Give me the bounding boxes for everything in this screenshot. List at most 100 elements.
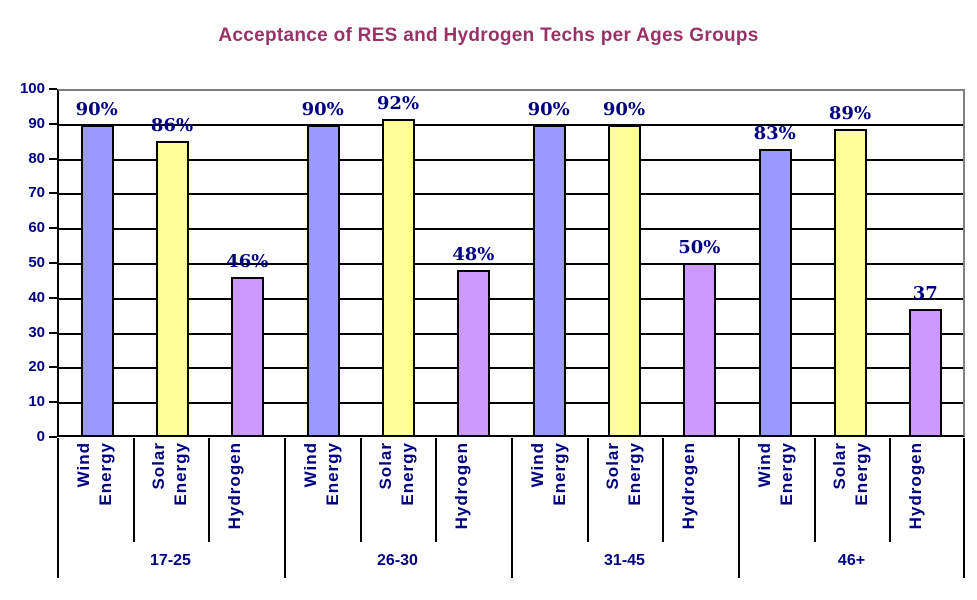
category-label: Hydrogen — [452, 442, 472, 530]
category-separator — [586, 438, 589, 542]
category-label: Hydrogen — [906, 442, 926, 530]
y-axis-label-60: 60 — [28, 219, 45, 237]
category-label: Hydrogen — [225, 442, 245, 530]
y-axis-tick-80 — [49, 157, 57, 160]
y-axis-label-90: 90 — [28, 114, 45, 132]
bar-slot-wind-energy-31-45: 90% — [511, 91, 586, 435]
group-separator — [284, 438, 286, 578]
y-axis-tick-30 — [49, 331, 57, 334]
group-label-46-: 46+ — [837, 552, 866, 569]
gridline-30 — [59, 332, 963, 335]
category-cell-hydrogen-17-25: Hydrogen — [208, 438, 284, 558]
bar-value-label: 86% — [150, 114, 194, 136]
group-separator — [57, 438, 59, 578]
bar-hydrogen-46- — [909, 309, 943, 435]
gridline-90 — [59, 123, 963, 126]
bar-slot-solar-energy-31-45: 90% — [586, 91, 661, 435]
bar-wind-energy-31-45 — [532, 125, 566, 435]
category-cell-solar-energy-17-25: Solar Energy — [133, 438, 209, 558]
bar-value-label: 48% — [452, 243, 495, 265]
y-axis-tick-0 — [49, 436, 57, 438]
category-separator — [132, 438, 135, 542]
gridline-60 — [59, 228, 963, 231]
category-label: Hydrogen — [679, 442, 699, 530]
category-cell-wind-energy-26-30: Wind Energy — [284, 438, 360, 558]
category-cell-solar-energy-31-45: Solar Energy — [587, 438, 663, 558]
category-label: Wind Energy — [73, 442, 115, 506]
bar-value-label: 92% — [376, 92, 420, 114]
bar-slot-hydrogen-17-25: 46% — [210, 91, 285, 435]
y-axis-tick-100 — [49, 88, 57, 90]
bar-solar-energy-31-45 — [607, 125, 641, 435]
category-cell-wind-energy-46-: Wind Energy — [738, 438, 814, 558]
bar-slot-solar-energy-26-30: 92% — [360, 91, 435, 435]
chart-title: Acceptance of RES and Hydrogen Techs per… — [218, 25, 759, 46]
bar-slot-wind-energy-17-25: 90% — [59, 91, 134, 435]
category-label: Solar Energy — [603, 442, 645, 506]
bar-slot-wind-energy-26-30: 90% — [285, 91, 360, 435]
bar-value-label: 90% — [602, 99, 646, 121]
y-axis-label-80: 80 — [28, 149, 45, 167]
group-label-31-45: 31-45 — [604, 552, 645, 569]
bar-solar-energy-17-25 — [155, 140, 189, 435]
category-cell-wind-energy-17-25: Wind Energy — [57, 438, 133, 558]
bar-slot-hydrogen-26-30: 48% — [436, 91, 511, 435]
group-separator — [963, 438, 965, 578]
category-label: Solar Energy — [830, 442, 872, 506]
y-axis-label-20: 20 — [28, 358, 45, 376]
bar-slot-hydrogen-46-: 37 — [888, 91, 963, 435]
bar-value-label: 37 — [912, 283, 938, 305]
bar-wind-energy-46- — [758, 149, 792, 435]
y-axis-label-50: 50 — [28, 254, 45, 271]
gridline-40 — [59, 297, 963, 300]
category-separator — [889, 438, 892, 542]
y-axis-tick-40 — [49, 296, 57, 299]
gridline-50 — [59, 263, 963, 265]
category-label: Wind Energy — [754, 442, 796, 506]
group-separator — [511, 438, 513, 578]
bar-slot-wind-energy-46-: 83% — [737, 91, 812, 435]
category-label: Wind Energy — [300, 442, 342, 506]
bar-hydrogen-17-25 — [231, 276, 265, 435]
bar-wind-energy-17-25 — [80, 125, 114, 435]
category-separator — [813, 438, 816, 542]
gridline-80 — [59, 158, 963, 161]
category-cell-solar-energy-26-30: Solar Energy — [360, 438, 436, 558]
category-separator — [662, 438, 665, 542]
category-cell-wind-energy-31-45: Wind Energy — [511, 438, 587, 558]
y-axis-tick-20 — [49, 366, 57, 369]
category-separator — [359, 438, 362, 542]
category-separator — [208, 438, 211, 542]
y-axis-tick-60 — [49, 227, 57, 230]
y-axis-label-0: 0 — [36, 428, 45, 445]
category-cell-hydrogen-31-45: Hydrogen — [662, 438, 738, 558]
bar-value-label: 46% — [226, 250, 269, 272]
gridline-10 — [59, 402, 963, 405]
bar-value-label: 90% — [527, 99, 570, 121]
category-cell-solar-energy-46-: Solar Energy — [814, 438, 890, 558]
category-label: Wind Energy — [527, 442, 569, 506]
gridline-70 — [59, 193, 963, 196]
y-axis-label-30: 30 — [28, 323, 45, 341]
category-label: Solar Energy — [376, 442, 418, 506]
bar-value-label: 90% — [75, 99, 118, 121]
plot-area: 90% 86% 46% 90% 92% 48% 90% 90% 50% 83% 89% 37 — [57, 89, 965, 437]
bar-slot-solar-energy-17-25: 86% — [134, 91, 209, 435]
bar-value-label: 50% — [678, 237, 721, 258]
group-label-26-30: 26-30 — [377, 552, 418, 569]
group-separator — [738, 438, 740, 578]
bar-hydrogen-31-45 — [683, 263, 717, 435]
bar-slot-solar-energy-46-: 89% — [812, 91, 887, 435]
bar-slot-hydrogen-31-45: 50% — [662, 91, 737, 435]
y-axis-tick-70 — [49, 192, 57, 195]
y-axis-tick-50 — [49, 262, 57, 264]
bar-hydrogen-26-30 — [457, 269, 491, 435]
category-label: Solar Energy — [149, 442, 191, 506]
category-cell-hydrogen-26-30: Hydrogen — [435, 438, 511, 558]
y-axis-label-40: 40 — [28, 288, 45, 306]
category-cell-hydrogen-46-: Hydrogen — [889, 438, 965, 558]
group-label-17-25: 17-25 — [150, 552, 191, 569]
bar-wind-energy-26-30 — [306, 125, 340, 435]
y-axis-tick-10 — [49, 401, 57, 404]
